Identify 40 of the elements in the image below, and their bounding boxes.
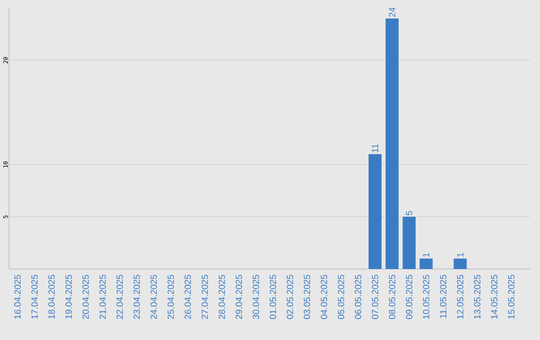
x-tick-label: 07.05.2025 [372,274,378,319]
bar [386,18,399,269]
x-tick-label: 14.05.2025 [491,274,498,319]
x-tick-label: 01.05.2025 [270,274,276,319]
x-tick-label: 17.04.2025 [31,274,38,319]
x-tick-label: 09.05.2025 [406,274,412,319]
bar [420,258,433,269]
data-label: 24 [388,8,396,17]
x-tick-label: 13.05.2025 [474,274,480,319]
bar [368,154,382,269]
x-tick-label: 16.04.2025 [14,274,21,319]
x-tick-label: 12.05.2025 [457,274,464,319]
x-tick-label: 06.05.2025 [354,274,362,319]
x-tick-label: 19.04.2025 [65,274,72,319]
x-tick-label: 25.04.2025 [168,274,174,319]
x-tick-label: 23.04.2025 [134,274,140,319]
data-label: 1 [423,252,430,257]
x-tick-label: 05.05.2025 [338,274,344,319]
x-tick-label: 27.04.2025 [202,274,208,319]
x-tick-label: 08.05.2025 [388,274,396,319]
bar [402,216,416,269]
x-tick-label: 28.04.2025 [218,274,226,319]
data-label: 1 [457,252,464,257]
x-tick-label: 10.05.2025 [422,274,430,319]
x-tick-label: 26.04.2025 [184,274,191,319]
bar [454,258,467,269]
x-tick-label: 29.04.2025 [236,274,242,319]
x-tick-label: 11.05.2025 [440,274,446,318]
x-tick-label: 24.04.2025 [150,274,157,319]
data-label: 11 [372,144,378,152]
x-tick-label: 18.04.2025 [48,274,55,319]
x-tick-label: 30.04.2025 [252,274,260,319]
x-tick-label: 21.04.2025 [99,274,106,319]
x-tick-label: 22.04.2025 [116,274,123,319]
data-label: 5 [406,210,412,216]
x-tick-label: 15.05.2025 [508,274,514,319]
x-tick-label: 02.05.2025 [286,274,294,319]
x-tick-label: 20.04.2025 [82,274,89,319]
x-tick-label: 03.05.2025 [304,274,310,319]
x-tick-label: 04.05.2025 [320,274,328,319]
